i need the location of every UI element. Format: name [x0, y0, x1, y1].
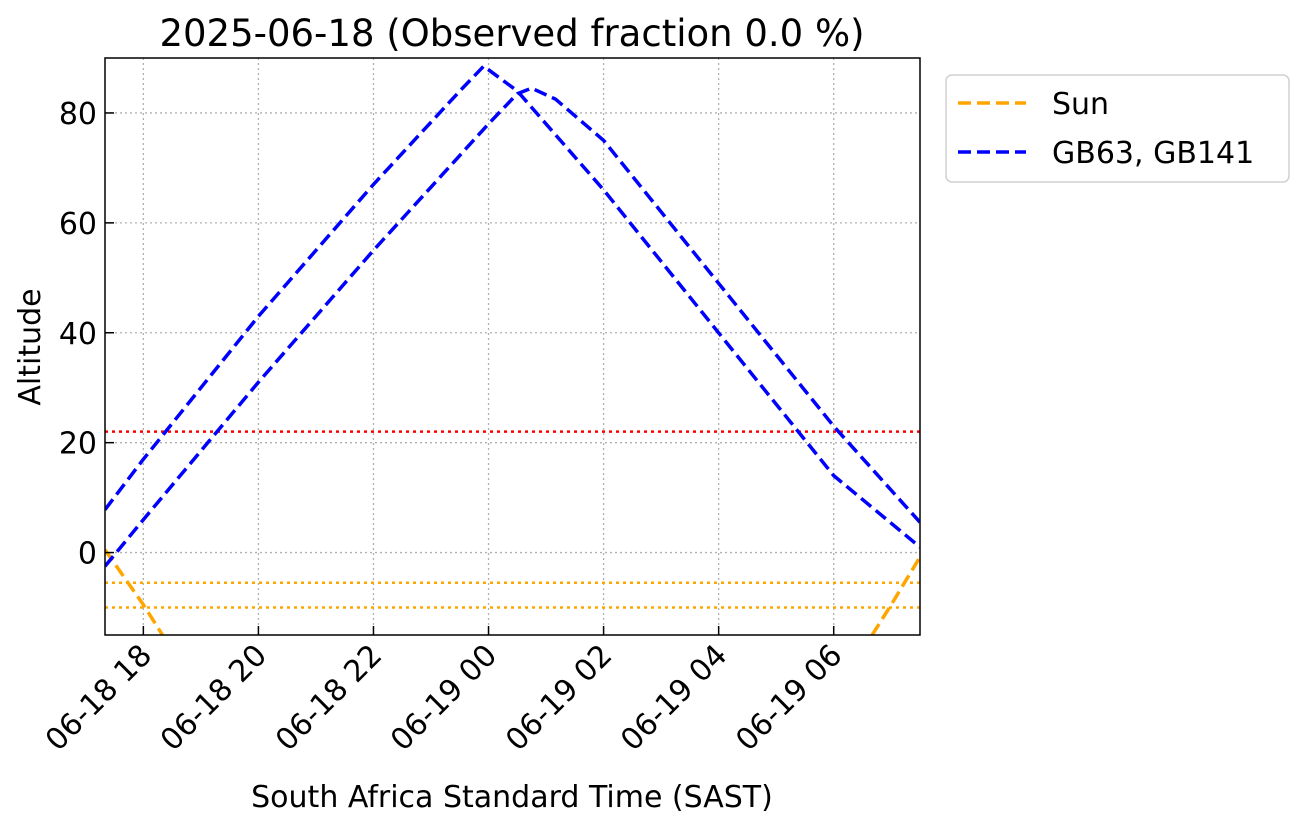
legend: Sun GB63, GB141	[945, 74, 1290, 183]
legend-label-gb63-gb141: GB63, GB141	[1052, 136, 1254, 171]
chart-title: 2025-06-18 (Observed fraction 0.0 %)	[159, 12, 864, 55]
y-axis-label: Altitude	[13, 288, 48, 405]
series-line-1	[105, 64, 920, 549]
y-tick-label: 20	[59, 427, 97, 462]
y-tick-label: 60	[59, 207, 97, 242]
x-tick-label: 06-19 02	[499, 638, 619, 758]
reference-lines	[105, 430, 920, 609]
x-axis-label: South Africa Standard Time (SAST)	[251, 780, 773, 815]
x-tick-label: 06-18 20	[154, 638, 274, 758]
x-tick-label: 06-18 18	[39, 638, 159, 758]
x-tick-label: 06-18 22	[269, 638, 389, 758]
series-line-2	[105, 86, 920, 568]
x-tick-label: 06-19 04	[614, 638, 734, 758]
y-tick-label: 40	[59, 317, 97, 352]
series-lines	[105, 64, 920, 635]
y-tick-label: 0	[78, 537, 97, 572]
y-tick-label: 80	[59, 97, 97, 132]
series-line-0	[105, 548, 920, 635]
x-tick-label: 06-19 00	[384, 638, 504, 758]
grid-lines	[105, 58, 920, 635]
x-tick-label: 06-19 06	[729, 638, 849, 758]
legend-box	[945, 74, 1290, 183]
plot-frame	[104, 57, 921, 636]
legend-label-sun: Sun	[1052, 87, 1109, 122]
